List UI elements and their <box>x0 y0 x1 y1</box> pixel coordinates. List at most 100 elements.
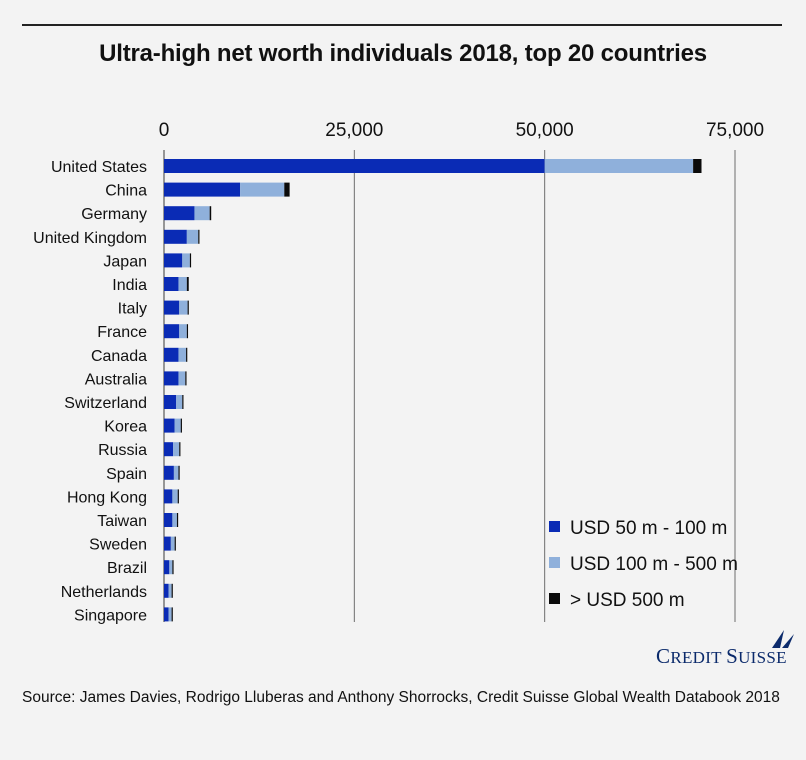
bar-segment <box>179 442 181 457</box>
bar-segment <box>171 607 173 622</box>
category-label: Korea <box>104 419 147 436</box>
bar-segment <box>164 489 173 504</box>
bar-segment <box>164 418 175 433</box>
bar-segment <box>693 159 702 173</box>
bar-segment <box>178 347 187 362</box>
bar-segment <box>164 607 169 622</box>
bar-segment <box>176 395 183 409</box>
category-label: Hong Kong <box>67 489 147 506</box>
category-label: United States <box>51 159 147 176</box>
bar-segment <box>186 277 189 291</box>
bar-segment <box>178 277 187 291</box>
logo-first-initial: C <box>656 644 671 668</box>
category-label: United Kingdom <box>33 230 147 247</box>
legend-swatch <box>549 593 560 604</box>
bar-segment <box>172 489 178 504</box>
bar-segment <box>164 300 180 315</box>
bar-segment <box>544 159 694 173</box>
bar-segment <box>186 324 189 339</box>
legend: USD 50 m - 100 m USD 100 m - 500 m > USD 5… <box>549 518 738 611</box>
bar-segment <box>164 513 173 527</box>
bar-segment <box>180 418 182 433</box>
bar-segment <box>164 371 179 386</box>
x-tick-label: 50,000 <box>516 120 574 141</box>
category-label: Netherlands <box>61 584 147 601</box>
bar-segment <box>189 253 192 268</box>
bar-segment <box>173 442 180 457</box>
category-label: Switzerland <box>64 395 147 412</box>
credit-suisse-logo: CREDIT SUISSE <box>656 630 796 669</box>
category-label: Canada <box>91 348 147 365</box>
bar-segment <box>172 560 174 575</box>
bar-segment <box>164 182 241 197</box>
bar-segment <box>164 253 183 268</box>
category-label: Singapore <box>74 607 147 624</box>
category-label: Japan <box>103 253 147 270</box>
legend-label: > USD 500 m <box>570 590 685 611</box>
bar-segment <box>173 465 179 480</box>
x-tick-label: 0 <box>159 120 170 141</box>
bar-segment <box>168 607 172 622</box>
category-label: China <box>105 183 147 200</box>
category-labels: United States China Germany United Kingdom J… <box>33 159 147 624</box>
bar-segment <box>164 465 174 480</box>
x-tick-labels: 0 25,000 50,000 75,000 <box>159 120 764 141</box>
grid-layer <box>163 150 736 622</box>
logo-first-rest: REDIT <box>670 648 722 667</box>
bar-segment <box>174 418 181 433</box>
bar-segment <box>169 560 173 575</box>
category-label: Taiwan <box>97 513 147 530</box>
chart-area: 0 25,000 50,000 75,000 United States China Ge… <box>33 120 764 624</box>
bar-segment <box>178 465 180 480</box>
category-label: India <box>112 277 147 294</box>
sails-icon <box>772 630 794 648</box>
bar-segment <box>164 442 174 457</box>
category-label: Sweden <box>89 537 147 554</box>
category-label: Spain <box>106 466 147 483</box>
bar-segment <box>174 536 176 551</box>
bar-segment <box>179 324 187 339</box>
bar-segment <box>177 489 179 504</box>
bar-segment <box>186 347 188 362</box>
bar-segment <box>168 583 172 598</box>
bar-segment <box>186 229 199 244</box>
bar-segment <box>182 395 184 409</box>
category-label: Germany <box>81 206 147 223</box>
bar-segment <box>164 206 195 221</box>
bar-segment <box>164 560 170 575</box>
x-tick-label: 25,000 <box>325 120 383 141</box>
legend-label: USD 50 m - 100 m <box>570 518 727 539</box>
bar-segment <box>209 206 212 221</box>
bar-segment <box>185 371 187 386</box>
chart-title: Ultra-high net worth individuals 2018, t… <box>99 40 707 67</box>
bar-segment <box>182 253 190 268</box>
bar-segment <box>198 229 200 244</box>
bar-segment <box>164 229 187 244</box>
category-label: Russia <box>98 442 147 459</box>
bar-segment <box>171 583 173 598</box>
bar-segment <box>179 300 188 315</box>
logo-text: CREDIT SUISSE <box>656 644 787 669</box>
legend-swatch <box>549 557 560 568</box>
bar-segment <box>164 324 180 339</box>
logo-second-initial: S <box>726 644 739 668</box>
logo-second-rest: UISSE <box>738 648 787 667</box>
bar-segment <box>164 536 171 551</box>
bar-segment <box>187 300 189 315</box>
bar-segment <box>164 395 177 409</box>
bar-segment <box>164 277 179 291</box>
bar-segment <box>176 513 179 527</box>
bar-segment <box>240 182 285 197</box>
bar-segment <box>164 159 545 173</box>
bar-segment <box>164 583 169 598</box>
bar-segment <box>194 206 210 221</box>
category-label: France <box>97 324 147 341</box>
legend-swatch <box>549 521 560 532</box>
bars <box>164 159 702 622</box>
x-tick-label: 75,000 <box>706 120 764 141</box>
bar-segment <box>164 347 179 362</box>
category-label: Australia <box>85 371 147 388</box>
bar-segment <box>178 371 186 386</box>
source-note: Source: James Davies, Rodrigo Lluberas a… <box>22 689 780 706</box>
top-rule <box>22 24 782 26</box>
